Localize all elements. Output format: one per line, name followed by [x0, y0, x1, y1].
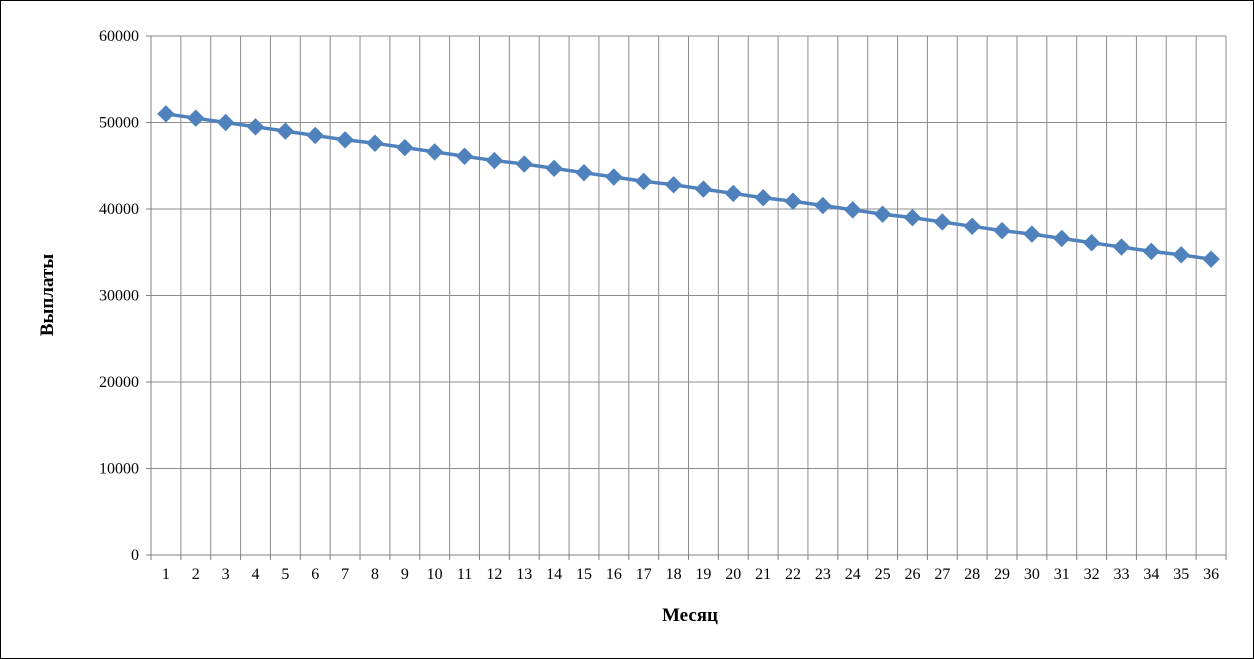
data-point	[724, 184, 742, 203]
x-tick-label: 21	[755, 566, 771, 583]
data-point	[903, 208, 922, 227]
y-tick-label: 20000	[99, 374, 139, 391]
y-tick-label: 40000	[99, 201, 139, 218]
data-point	[485, 151, 504, 170]
x-tick-label: 17	[636, 566, 652, 583]
x-tick-label: 16	[606, 566, 622, 583]
data-point	[1053, 229, 1071, 248]
x-axis-title: Месяц	[662, 605, 718, 626]
x-tick-label: 1	[162, 566, 170, 583]
data-point	[814, 196, 832, 215]
series	[157, 105, 1220, 268]
x-tick-label: 18	[666, 566, 682, 583]
x-tick-label: 11	[457, 566, 472, 583]
y-tick-label: 60000	[99, 28, 139, 45]
data-point	[844, 201, 862, 219]
data-point	[754, 189, 772, 207]
x-tick-label: 24	[845, 566, 861, 583]
data-point	[963, 217, 981, 236]
data-point	[1142, 242, 1161, 261]
x-tick-label: 4	[252, 566, 260, 583]
data-point	[635, 172, 653, 191]
y-tick-label: 50000	[99, 115, 139, 132]
data-point	[157, 105, 175, 123]
y-tick-labels: 0 10000 20000 30000 40000 50000 60000	[99, 28, 139, 564]
x-tick-label: 26	[904, 566, 920, 583]
data-point	[664, 176, 683, 194]
data-point	[694, 180, 713, 198]
x-tick-label: 8	[371, 566, 379, 583]
x-tick-label: 14	[546, 566, 562, 583]
y-tick-label: 0	[131, 547, 139, 564]
x-tick-label: 35	[1173, 566, 1189, 583]
data-point	[1202, 250, 1220, 268]
data-point	[1112, 238, 1131, 256]
x-tick-label: 33	[1113, 566, 1129, 583]
data-point	[515, 155, 533, 173]
x-tick-label: 32	[1084, 566, 1100, 583]
x-tick-label: 31	[1054, 566, 1070, 583]
x-tick-label: 6	[311, 566, 319, 583]
data-point	[1172, 246, 1190, 264]
x-tick-label: 20	[725, 566, 741, 583]
data-point	[187, 109, 205, 127]
x-tick-label: 5	[281, 566, 289, 583]
x-tick-label: 12	[486, 566, 502, 583]
data-point	[1082, 234, 1101, 252]
y-axis-title: Выплаты	[37, 254, 58, 336]
x-tick-label: 10	[427, 566, 443, 583]
data-point	[605, 168, 623, 186]
x-tick-label: 3	[222, 566, 230, 583]
grid	[151, 35, 1227, 556]
data-point	[575, 163, 593, 182]
x-tick-label: 23	[815, 566, 831, 583]
x-tick-label: 25	[875, 566, 891, 583]
x-tick-label: 13	[516, 566, 532, 583]
x-tick-label: 29	[994, 566, 1010, 583]
data-point	[873, 205, 892, 223]
data-point	[306, 126, 324, 145]
x-tick-label: 36	[1203, 566, 1219, 583]
data-point	[1023, 225, 1041, 243]
x-tick-label: 19	[695, 566, 711, 583]
axes	[146, 35, 1227, 560]
x-tick-label: 27	[934, 566, 950, 583]
data-point	[933, 213, 952, 231]
data-point	[455, 147, 474, 165]
x-tick-label: 28	[964, 566, 980, 583]
data-point	[396, 138, 414, 157]
data-point	[425, 143, 444, 161]
x-tick-label: 22	[785, 566, 801, 583]
data-point	[993, 221, 1011, 240]
data-point	[216, 113, 235, 132]
x-tick-label: 9	[401, 566, 409, 583]
x-tick-label: 34	[1143, 566, 1159, 583]
x-tick-labels: 1 2 3 4 5 6 7 8 9 10 11 12 13 14 15 16 17 18 19 20 21 22 23 24 2…	[162, 566, 1219, 583]
x-tick-label: 2	[192, 566, 200, 583]
x-tick-label: 15	[576, 566, 592, 583]
data-point	[784, 192, 802, 210]
data-point	[276, 122, 295, 140]
x-tick-label: 30	[1024, 566, 1040, 583]
data-point	[336, 131, 354, 149]
data-point	[246, 118, 265, 136]
x-tick-label: 7	[341, 566, 349, 583]
y-tick-label: 10000	[99, 461, 139, 478]
data-point	[545, 159, 563, 178]
data-point	[366, 134, 384, 152]
y-tick-label: 30000	[99, 288, 139, 305]
